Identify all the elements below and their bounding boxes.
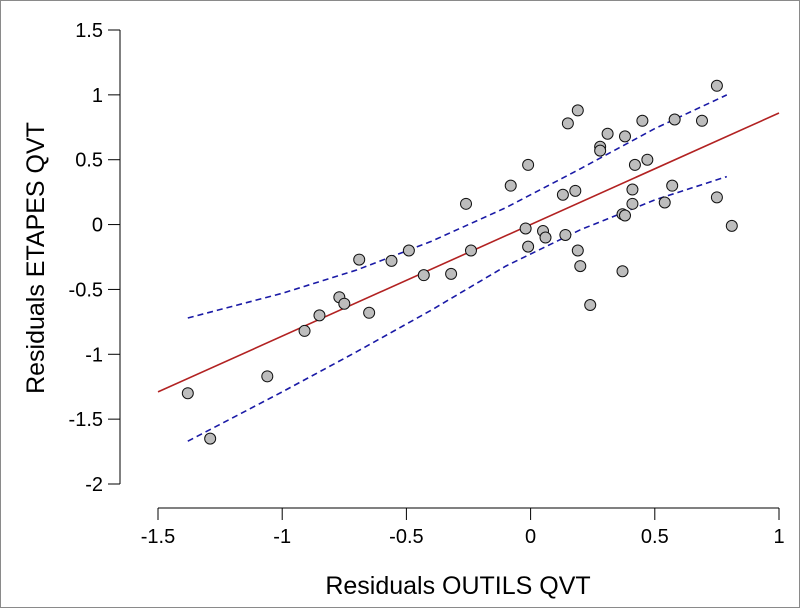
data-point [353, 253, 366, 266]
data-point [710, 191, 723, 204]
data-point [522, 240, 535, 253]
x-tick-label: 0 [525, 526, 536, 548]
data-point [626, 197, 639, 210]
data-point [658, 196, 671, 209]
data-point [338, 297, 351, 310]
data-point [556, 188, 569, 201]
data-point [636, 114, 649, 127]
data-point [402, 244, 415, 257]
data-point [561, 117, 574, 130]
x-tick-label: -0.5 [389, 526, 423, 548]
data-point [571, 244, 584, 257]
y-tick-label: 1.5 [75, 20, 103, 42]
data-point [181, 387, 194, 400]
data-point [313, 309, 326, 322]
y-tick-label: -1 [85, 344, 103, 366]
data-point [666, 179, 679, 192]
data-point [618, 130, 631, 143]
data-point [539, 231, 552, 244]
data-point [261, 370, 274, 383]
data-point [445, 267, 458, 280]
data-point [522, 158, 535, 171]
x-tick-label: -1 [273, 526, 291, 548]
data-point [601, 127, 614, 140]
axes: -2 -1.5 -1 -0.5 0 0.5 1 1.5 -1.5 -1 -0.5 0 0.5 1 [69, 20, 785, 548]
data-point [616, 265, 629, 278]
confidence-band [187, 94, 728, 442]
data-point [559, 228, 572, 241]
data-point [571, 104, 584, 117]
data-point [626, 183, 639, 196]
y-tick-label: -0.5 [69, 279, 103, 301]
y-tick-label: 0.5 [75, 150, 103, 172]
data-point [710, 79, 723, 92]
y-tick-label: -2 [85, 474, 103, 496]
data-point [641, 153, 654, 166]
x-tick-label: -1.5 [141, 526, 175, 548]
data-points [181, 79, 738, 445]
confidence-lower-line [187, 175, 728, 442]
x-tick-label: 0.5 [641, 526, 669, 548]
data-point [668, 113, 681, 126]
data-point [725, 219, 738, 232]
data-point [363, 306, 376, 319]
x-axis-title: Residuals OUTILS QVT [325, 572, 590, 600]
confidence-upper-line [187, 94, 728, 319]
data-point [504, 179, 517, 192]
data-point [417, 269, 430, 282]
data-point [204, 432, 217, 445]
y-tick-label: -1.5 [69, 409, 103, 431]
y-axis-title: Residuals ETAPES QVT [22, 122, 50, 394]
data-point [594, 144, 607, 157]
data-point [519, 222, 532, 235]
data-point [460, 197, 473, 210]
data-point [464, 244, 477, 257]
data-point [385, 254, 398, 267]
data-point [574, 260, 587, 273]
y-tick-label: 1 [92, 85, 103, 107]
data-point [695, 114, 708, 127]
x-tick-label: 1 [773, 526, 784, 548]
data-point [569, 184, 582, 197]
y-tick-label: 0 [92, 215, 103, 237]
data-point [584, 298, 597, 311]
data-point [298, 324, 311, 337]
data-point [618, 209, 631, 222]
data-point [628, 158, 641, 171]
